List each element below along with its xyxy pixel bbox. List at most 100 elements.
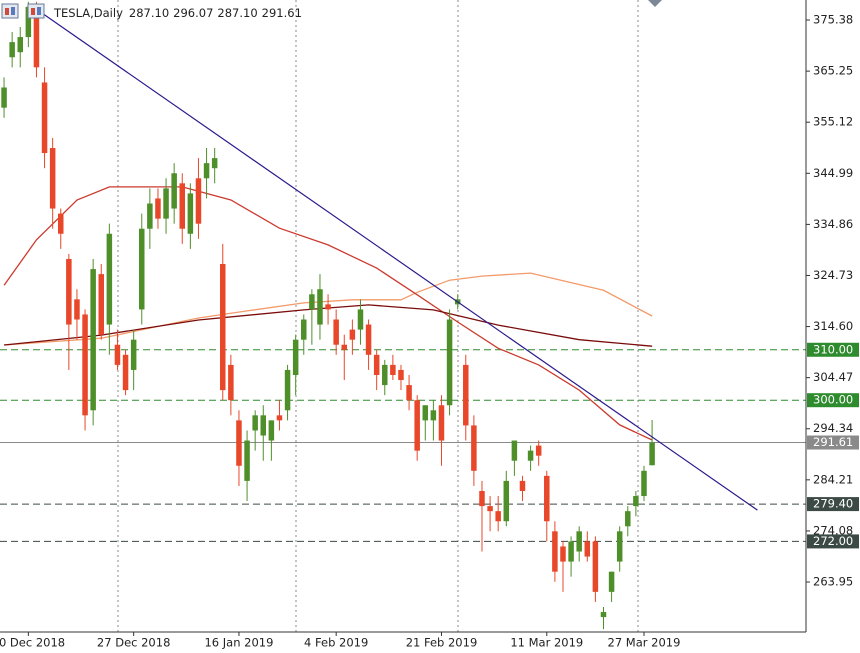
candle-body xyxy=(228,364,234,401)
candle-body xyxy=(560,546,566,562)
close-label: 291.61 xyxy=(262,6,302,20)
high-label: 296.07 xyxy=(173,6,213,20)
candle-body xyxy=(349,329,356,340)
candle-body xyxy=(203,163,210,179)
candle-body xyxy=(25,6,32,38)
candle-body xyxy=(284,369,291,411)
candle-body xyxy=(130,339,137,370)
x-tick-label: 27 Dec 2018 xyxy=(97,636,170,650)
x-tick-label: 21 Feb 2019 xyxy=(406,636,478,650)
candle-body xyxy=(41,82,48,154)
candle-body xyxy=(592,541,599,592)
candle-body xyxy=(236,420,242,466)
candle-body xyxy=(317,289,323,325)
candle-body xyxy=(446,319,453,406)
level-label-box xyxy=(807,342,859,357)
x-tick-label: 27 Mar 2019 xyxy=(608,636,681,650)
candle-body xyxy=(33,11,40,68)
icon[interactable] xyxy=(1,3,19,19)
candle-body xyxy=(398,369,404,381)
candle-body xyxy=(479,490,485,507)
level-label: 291.61 xyxy=(813,435,853,449)
y-tick-label: 304.47 xyxy=(813,370,853,384)
shift-marker[interactable] xyxy=(648,0,662,7)
level-label-box xyxy=(807,497,859,512)
candle-body xyxy=(552,531,558,572)
level-label: 310.00 xyxy=(813,342,853,356)
candle-body xyxy=(414,400,420,451)
candle-body xyxy=(9,42,15,58)
y-tick-label: 314.60 xyxy=(813,319,853,333)
candle-body xyxy=(406,385,412,401)
moving-average xyxy=(4,272,653,346)
icon-part xyxy=(31,8,35,15)
candle-body xyxy=(438,405,445,441)
candle-body xyxy=(301,319,307,340)
candle-body xyxy=(625,511,631,527)
icon-part xyxy=(37,7,41,15)
candle-body xyxy=(576,531,582,552)
candle-body xyxy=(333,319,339,345)
candle-body xyxy=(341,344,348,350)
symbol: TESLA,Daily xyxy=(53,6,123,20)
candle-body xyxy=(292,339,299,375)
candle-body xyxy=(268,420,275,441)
candle-body xyxy=(147,203,153,229)
candle-body xyxy=(373,354,380,375)
candle-body xyxy=(471,425,477,471)
candle-body xyxy=(511,440,518,461)
candle-body xyxy=(325,304,331,310)
icon-part xyxy=(5,8,9,15)
y-tick-label: 294.34 xyxy=(813,421,853,435)
candle-body xyxy=(66,258,72,325)
candle-body xyxy=(535,445,542,456)
candle-body xyxy=(139,228,145,310)
icon[interactable] xyxy=(27,3,45,19)
candle-body xyxy=(187,193,194,234)
candle-body xyxy=(58,213,64,234)
candle-body xyxy=(616,531,623,562)
level-label: 300.00 xyxy=(813,393,853,407)
x-tick-label: 16 Jan 2019 xyxy=(204,636,273,650)
y-tick-label: 375.38 xyxy=(813,13,853,27)
candle-body xyxy=(171,173,177,209)
y-tick-label: 263.95 xyxy=(813,575,853,589)
x-tick-label: 4 Feb 2019 xyxy=(304,636,368,650)
candle-body xyxy=(122,354,129,391)
candle-body xyxy=(90,269,96,411)
candle-body xyxy=(195,178,202,224)
x-tick-label: 10 Dec 2018 xyxy=(0,636,65,650)
candle-body xyxy=(584,541,591,557)
candle-body xyxy=(633,496,639,507)
candle-body xyxy=(74,299,80,320)
candle-body xyxy=(568,541,574,562)
candle-body xyxy=(430,410,437,421)
level-label: 272.00 xyxy=(813,534,853,548)
low-label: 287.10 xyxy=(217,6,257,20)
candle-body xyxy=(357,309,364,330)
candle-body xyxy=(365,324,372,355)
candle-body xyxy=(600,612,607,618)
chart-header: TESLA,Daily 287.10 296.07 287.10 291.61 xyxy=(53,6,302,20)
candle-body xyxy=(519,480,526,491)
toolbar-icons xyxy=(1,3,45,19)
y-tick-label: 355.12 xyxy=(813,115,853,129)
candle-body xyxy=(98,274,105,335)
candle-body xyxy=(422,405,429,421)
moving-average xyxy=(3,186,653,441)
y-tick-label: 365.25 xyxy=(813,64,853,78)
candle-body xyxy=(390,364,396,375)
y-tick-label: 334.86 xyxy=(813,217,853,231)
candle-body xyxy=(252,415,258,431)
candle-body xyxy=(608,571,615,592)
candle-body xyxy=(114,344,121,365)
plot-area xyxy=(0,1,806,630)
candle-body xyxy=(220,264,226,391)
candle-body xyxy=(260,415,267,436)
open-label: 287.10 xyxy=(129,6,169,20)
candle-body xyxy=(1,87,7,108)
candle-body xyxy=(49,148,56,209)
